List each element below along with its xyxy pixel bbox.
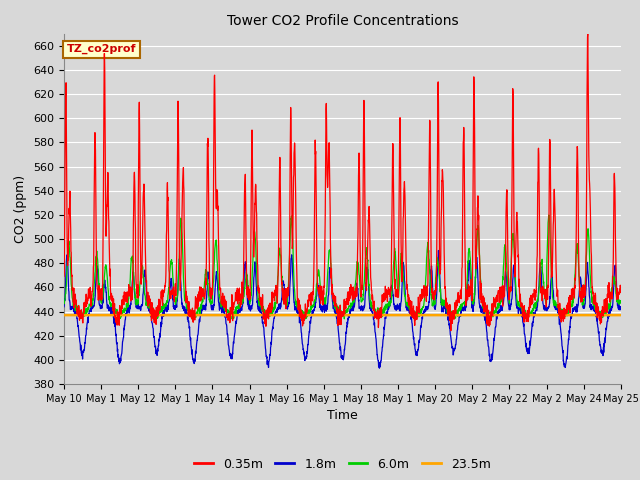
Title: Tower CO2 Profile Concentrations: Tower CO2 Profile Concentrations <box>227 14 458 28</box>
Legend: 0.35m, 1.8m, 6.0m, 23.5m: 0.35m, 1.8m, 6.0m, 23.5m <box>189 453 495 476</box>
X-axis label: Time: Time <box>327 409 358 422</box>
Text: TZ_co2prof: TZ_co2prof <box>67 44 136 54</box>
Y-axis label: CO2 (ppm): CO2 (ppm) <box>15 175 28 243</box>
